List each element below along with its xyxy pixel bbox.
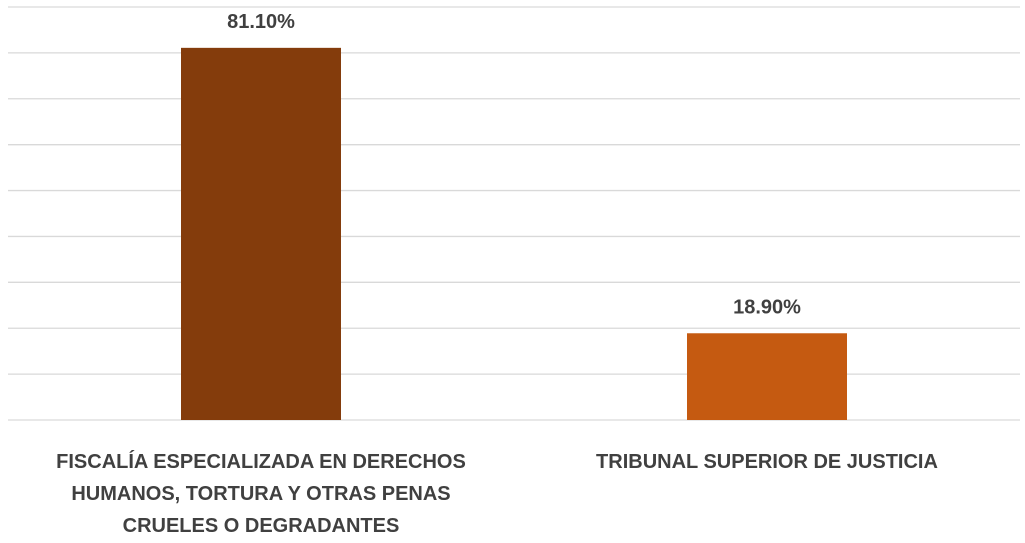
bar (181, 47, 341, 420)
x-tick-label: FISCALÍA ESPECIALIZADA EN DERECHOS HUMAN… (56, 451, 466, 537)
value-label: 18.90% (733, 297, 801, 319)
bar (687, 333, 847, 420)
x-tick-label: TRIBUNAL SUPERIOR DE JUSTICIA (596, 451, 938, 473)
value-label: 81.10% (227, 11, 295, 33)
